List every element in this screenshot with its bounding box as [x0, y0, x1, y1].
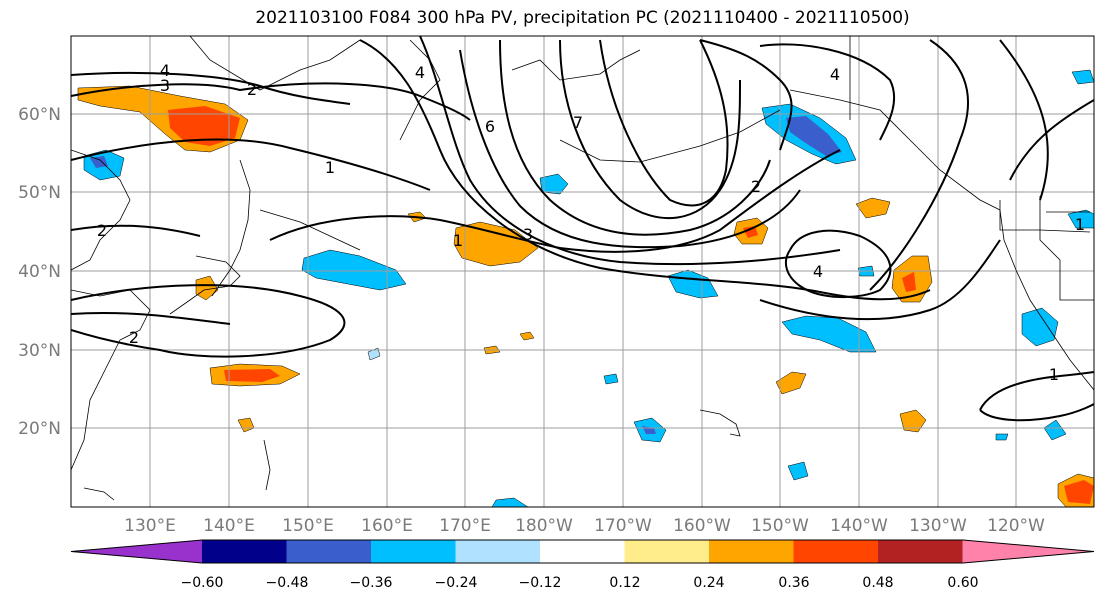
colorbar-segment [455, 540, 540, 563]
colorbar-tick-label: −0.36 [350, 575, 393, 591]
colorbar-tick-label: −0.48 [266, 575, 309, 591]
colorbar [70, 539, 1095, 564]
lat-label: 20°N [18, 419, 61, 439]
precip-negative-area [781, 315, 877, 353]
contour-label: 2 [751, 177, 761, 196]
precip-positive-core [224, 369, 280, 382]
colorbar-tick-label: 0.36 [778, 575, 809, 591]
colorbar-tick-label: −0.12 [519, 575, 562, 591]
lat-label: 50°N [18, 183, 61, 203]
colorbar-tick-label: 0.48 [862, 575, 893, 591]
contour-label: 6 [485, 117, 495, 136]
contour-label: 4 [415, 63, 425, 82]
precip-shading [77, 69, 1094, 507]
precip-negative-area [491, 497, 529, 507]
colorbar-segment [371, 540, 456, 563]
lon-label: 150°W [751, 516, 809, 536]
contour-label: 7 [573, 113, 583, 132]
map-title: 2021103100 F084 300 hPa PV, precipitatio… [255, 8, 910, 28]
contour-label: 4 [813, 262, 823, 281]
precip-negative-core [786, 116, 842, 156]
precip-positive-area [899, 409, 927, 433]
lat-label: 60°N [18, 105, 61, 125]
pv-contours [71, 36, 1094, 422]
colorbar-segment [286, 540, 371, 563]
lon-label: 180°W [515, 516, 573, 536]
lat-labels: 60°N 50°N 40°N 30°N 20°N [18, 105, 61, 439]
contour-label: 4 [160, 61, 170, 80]
lon-label: 150°E [282, 516, 334, 536]
contour-label: 2 [247, 80, 257, 99]
precip-positive-area [775, 371, 807, 395]
precip-positive-core [168, 106, 240, 146]
precip-positive-area [855, 197, 891, 219]
lat-label: 30°N [18, 341, 61, 361]
precip-positive-core [743, 226, 758, 238]
precip-negative-area [787, 461, 809, 481]
precip-positive-area [519, 331, 535, 341]
precip-negative-area [301, 249, 407, 291]
colorbar-tick-label: 0.60 [947, 575, 978, 591]
precip-positive-area [453, 221, 539, 267]
lon-label: 130°E [124, 516, 176, 536]
lon-label: 170°W [594, 516, 652, 536]
precip-positive-core [902, 272, 916, 292]
colorbar-tick-label: 0.12 [609, 575, 640, 591]
colorbar-segment [793, 540, 878, 563]
lon-label: 160°E [361, 516, 413, 536]
lon-labels: 130°E 140°E 150°E 160°E 170°E 180°W 170°… [124, 516, 1045, 536]
precip-positive-area [195, 275, 219, 301]
colorbar-segment [624, 540, 709, 563]
contour-label: 2 [97, 221, 107, 240]
precip-negative-area [995, 433, 1009, 441]
contour-label: 3 [523, 225, 533, 244]
lon-label: 130°W [909, 516, 967, 536]
contour-label: 1 [325, 158, 335, 177]
lat-label: 40°N [18, 262, 61, 282]
colorbar-tick-label: −0.24 [435, 575, 478, 591]
map-frame [70, 35, 1095, 508]
precip-negative-area [1071, 69, 1094, 85]
contour-labels: 4 3 2 1 2 2 1 3 6 7 4 2 4 4 1 1 [97, 61, 1085, 384]
colorbar-tick-label: −0.60 [181, 575, 224, 591]
precip-negative-core [90, 156, 108, 168]
colorbar-segment [878, 540, 963, 563]
colorbar-extend-min [71, 540, 202, 563]
colorbar-segment [709, 540, 794, 563]
colorbar-segment [540, 540, 625, 563]
lon-label: 140°E [203, 516, 255, 536]
map-gridlines [71, 36, 1094, 507]
lon-label: 140°W [830, 516, 888, 536]
lon-label: 160°W [673, 516, 731, 536]
colorbar-outline [70, 539, 1095, 564]
coastlines [71, 36, 1094, 501]
precip-negative-area [367, 347, 381, 361]
colorbar-tick-labels: −0.60 −0.48 −0.36 −0.24 −0.12 0.12 0.24 … [181, 575, 979, 591]
colorbar-extend-max [962, 540, 1094, 563]
lon-label: 170°E [439, 516, 491, 536]
precip-negative-area [1021, 307, 1059, 347]
precip-negative-area [1067, 209, 1094, 229]
precip-positive-core [1064, 480, 1094, 504]
contour-label: 2 [129, 328, 139, 347]
colorbar-tick-label: 0.24 [693, 575, 724, 591]
contour-label: 1 [453, 231, 463, 250]
contour-label: 4 [830, 65, 840, 84]
contour-label: 1 [1049, 365, 1059, 384]
precip-negative-area [1043, 419, 1067, 441]
contour-label: 1 [1075, 215, 1085, 234]
precip-negative-area [603, 373, 619, 385]
contour-label: 3 [160, 76, 170, 95]
lon-label: 120°W [987, 516, 1045, 536]
map-panel: 4 3 2 1 2 2 1 3 6 7 4 2 4 4 1 1 [71, 36, 1094, 507]
colorbar-segment [202, 540, 287, 563]
